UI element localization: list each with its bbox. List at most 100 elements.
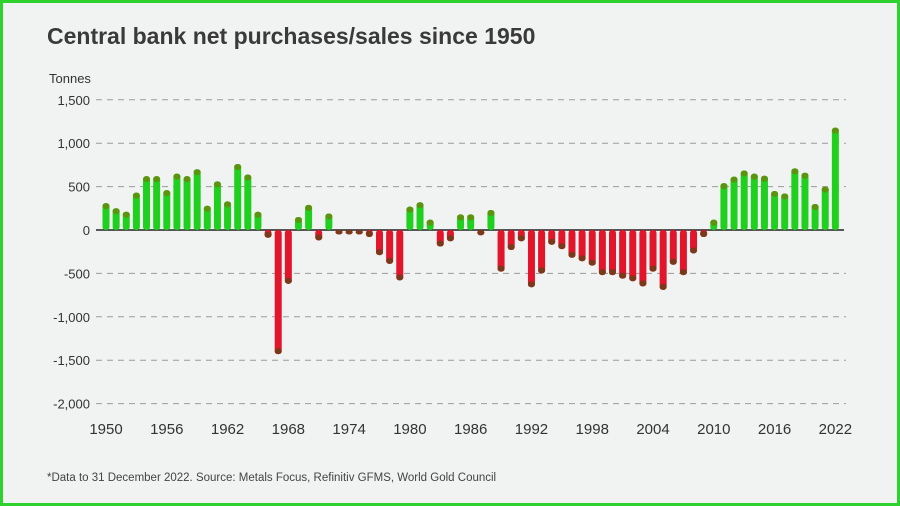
bar-1968 xyxy=(284,230,292,284)
bar-body xyxy=(203,205,211,230)
bar-tip xyxy=(203,205,211,212)
bar-body xyxy=(760,175,768,230)
bar-body xyxy=(578,230,586,262)
bar-body xyxy=(588,230,596,266)
bar-tip xyxy=(629,275,637,282)
bar-1950 xyxy=(102,203,110,230)
bar-2021 xyxy=(821,186,829,230)
bar-tip xyxy=(710,219,718,226)
bar-1962 xyxy=(224,201,232,230)
bar-tip xyxy=(517,235,525,242)
bar-1954 xyxy=(143,176,151,230)
bar-body xyxy=(538,230,546,274)
bar-2011 xyxy=(720,183,728,230)
bar-tip xyxy=(700,230,708,237)
bar-2002 xyxy=(629,230,637,282)
bar-tip xyxy=(578,255,586,262)
bar-2012 xyxy=(730,176,738,230)
y-tick-label: 1,500 xyxy=(57,93,90,108)
bar-body xyxy=(781,193,789,230)
bar-tip xyxy=(588,259,596,266)
x-tick-label: 2016 xyxy=(758,421,791,438)
bar-tip xyxy=(457,214,465,221)
x-tick-label: 1962 xyxy=(211,421,244,438)
bar-2017 xyxy=(781,193,789,230)
y-tick-label: -2,000 xyxy=(53,397,90,412)
bar-tip xyxy=(294,216,302,223)
bar-tip xyxy=(649,265,657,272)
bar-tip xyxy=(224,201,232,208)
bar-tip xyxy=(436,240,444,247)
bar-tip xyxy=(143,176,151,183)
bar-tip xyxy=(254,211,262,218)
bar-tip xyxy=(173,173,181,180)
bar-tip xyxy=(497,265,505,272)
bar-1967 xyxy=(274,230,282,355)
bar-body xyxy=(193,169,201,230)
bar-tip xyxy=(325,213,333,220)
bar-body xyxy=(416,202,424,230)
bar-body xyxy=(821,186,829,230)
y-tick-label: -1,000 xyxy=(53,310,90,325)
bar-1981 xyxy=(416,202,424,230)
bar-1976 xyxy=(365,230,373,237)
x-tick-label: 1986 xyxy=(454,421,487,438)
bar-tip xyxy=(548,238,556,245)
y-tick-label: -500 xyxy=(64,266,90,281)
bar-tip xyxy=(112,208,120,215)
bar-1975 xyxy=(355,230,363,235)
bar-1980 xyxy=(406,206,414,230)
x-tick-label: 1998 xyxy=(576,421,609,438)
bar-2000 xyxy=(609,230,616,276)
x-tick-label: 2004 xyxy=(636,421,669,438)
bar-2018 xyxy=(791,168,799,230)
bar-body xyxy=(720,183,728,230)
footnote: *Data to 31 December 2022. Source: Metal… xyxy=(47,472,497,484)
bar-tip xyxy=(386,257,394,264)
bar-tip xyxy=(335,230,343,235)
bar-body xyxy=(831,127,839,230)
bar-tip xyxy=(163,190,171,197)
x-tick-label: 2022 xyxy=(819,421,852,438)
bar-1959 xyxy=(193,169,201,230)
x-tick-label: 1980 xyxy=(393,421,426,438)
bar-tip xyxy=(183,176,191,183)
bar-body xyxy=(153,176,161,230)
y-tick-label: -1,500 xyxy=(53,353,90,368)
bar-2015 xyxy=(760,175,768,230)
bar-tip xyxy=(791,168,799,175)
bar-body xyxy=(690,230,698,254)
bar-1993 xyxy=(538,230,546,274)
bar-1982 xyxy=(426,219,434,230)
bar-1992 xyxy=(527,230,535,288)
bar-1997 xyxy=(578,230,586,262)
bar-tip xyxy=(244,174,252,181)
bar-body xyxy=(132,192,140,230)
bar-body xyxy=(679,230,687,276)
bar-body xyxy=(213,181,221,230)
bar-1994 xyxy=(548,230,556,245)
bar-tip xyxy=(153,176,161,183)
bar-tip xyxy=(284,277,292,284)
bar-2010 xyxy=(710,219,718,230)
bar-tip xyxy=(730,176,738,183)
bar-tip xyxy=(355,230,363,235)
bar-1987 xyxy=(477,230,485,236)
bar-body xyxy=(771,190,779,230)
bar-tip xyxy=(801,172,809,179)
bar-body xyxy=(376,230,384,256)
y-tick-label: 0 xyxy=(83,223,90,238)
bar-tip xyxy=(477,230,485,236)
bar-2005 xyxy=(659,230,667,290)
bar-body xyxy=(811,203,819,230)
bar-body xyxy=(284,230,292,284)
bar-body xyxy=(163,190,171,230)
bar-1960 xyxy=(203,205,211,230)
bar-tip xyxy=(821,186,829,193)
bar-1990 xyxy=(507,230,515,250)
bar-tip xyxy=(679,269,687,276)
bar-body xyxy=(244,174,252,230)
bar-tip xyxy=(527,281,535,288)
bar-body xyxy=(386,230,394,264)
bar-1964 xyxy=(244,174,252,230)
